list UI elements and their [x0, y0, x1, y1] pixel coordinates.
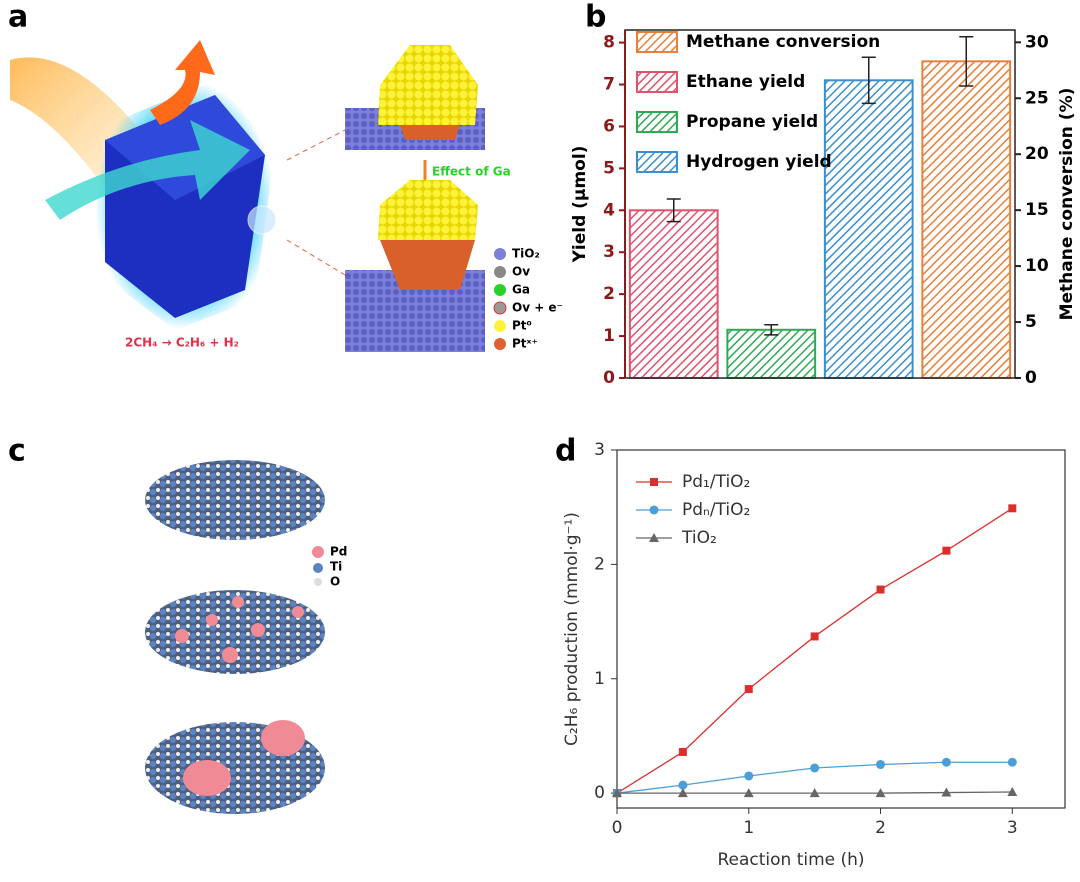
- y-tick-label: 1: [594, 669, 605, 689]
- data-point: [677, 788, 688, 798]
- data-point: [810, 632, 819, 641]
- illustration-a: [10, 40, 507, 352]
- y2-tick-label: 0: [1025, 368, 1037, 388]
- data-point: [1007, 757, 1017, 767]
- legend-label: Ga: [512, 283, 530, 297]
- legend-marker: [650, 478, 658, 486]
- data-point: [810, 763, 820, 773]
- y-tick-label: 2: [603, 284, 615, 304]
- arrow-label: Effect of Ga: [432, 165, 511, 179]
- data-point: [1007, 786, 1018, 796]
- data-point: [744, 685, 753, 694]
- panel-label: d: [555, 434, 576, 469]
- error-bar: [666, 198, 681, 223]
- x-axis-title: Reaction time (h): [717, 850, 864, 870]
- legend-label: TiO₂: [512, 247, 540, 261]
- error-bar: [959, 35, 974, 87]
- y-axis-title: Yield (μmol): [570, 146, 590, 264]
- x-tick-label: 0: [612, 818, 623, 838]
- data-point: [941, 757, 951, 767]
- plot-frame: [616, 449, 1066, 809]
- legend-label: Pd₁/TiO₂: [682, 472, 750, 492]
- bar: [921, 60, 1012, 380]
- y2-axis-title: Methane conversion (%): [1057, 88, 1077, 321]
- x-tick-label: 3: [1007, 818, 1018, 838]
- x-tick-label: 1: [743, 818, 754, 838]
- data-point: [876, 760, 886, 770]
- legend-label: Ti: [330, 560, 342, 574]
- legend-marker: [649, 505, 659, 515]
- y-tick-label: 0: [603, 368, 615, 388]
- error-bar: [764, 324, 779, 336]
- data-point: [809, 788, 820, 798]
- data-point: [942, 546, 951, 555]
- legend-label: Hydrogen yield: [686, 152, 832, 172]
- legend-swatch: [636, 71, 678, 93]
- y-tick-label: 0: [594, 783, 605, 803]
- legend-label: Methane conversion: [686, 32, 880, 52]
- illustration-c: [145, 460, 325, 814]
- data-point: [678, 747, 687, 756]
- panel-label: b: [585, 0, 606, 35]
- data-point: [678, 780, 688, 790]
- y-tick-label: 6: [603, 116, 615, 136]
- legend-marker: [649, 533, 659, 542]
- y2-tick-label: 10: [1025, 256, 1049, 276]
- b-group: Methane conversion Ethane yield Propane yi…: [570, 29, 1077, 388]
- error-bar: [861, 56, 876, 105]
- d-group: 0 1 2 3 0 1 2 3 Reaction time (h) C₂H₆ production…: [562, 440, 1066, 870]
- y-tick-label: 7: [603, 75, 615, 95]
- y-axis-title: C₂H₆ production (mmol·g⁻¹): [562, 512, 582, 746]
- y2-tick-label: 5: [1025, 312, 1037, 332]
- x-tick-label: 2: [875, 818, 886, 838]
- y-tick-label: 5: [603, 158, 615, 178]
- legend-label: Pdₙ/TiO₂: [682, 500, 750, 520]
- y2-tick-label: 15: [1025, 200, 1049, 220]
- legend-label: Pt⁰: [512, 319, 532, 333]
- legend-swatch: [636, 31, 678, 53]
- legend-label: O: [330, 575, 340, 589]
- data-point: [875, 788, 886, 798]
- data-point: [744, 771, 754, 781]
- bar: [726, 328, 817, 380]
- series-line: [616, 507, 1013, 794]
- legend-label: Ethane yield: [686, 72, 805, 92]
- bar: [823, 79, 914, 379]
- panel-label: c: [8, 434, 26, 469]
- legend-label: Ov: [512, 265, 530, 279]
- legend-label: Propane yield: [686, 112, 818, 132]
- data-point: [941, 787, 952, 797]
- legend-label: Pd: [330, 545, 347, 559]
- data-point: [1008, 504, 1017, 513]
- y2-tick-label: 30: [1025, 32, 1049, 52]
- legend-label: Ptˣ⁺: [512, 337, 538, 351]
- y2-tick-label: 25: [1025, 88, 1049, 108]
- bar: [628, 209, 719, 379]
- legend-label: TiO₂: [681, 528, 717, 548]
- legend-swatch: [636, 151, 678, 173]
- legend-swatch: [636, 111, 678, 133]
- data-point: [743, 788, 754, 798]
- panel-label: a: [8, 0, 28, 35]
- ill-group: Effect of Ga 2CH₄ → C₂H₆ + H₂ TiO₂ Ov Ga Ov +…: [125, 165, 563, 589]
- y-tick-label: 8: [603, 33, 615, 53]
- y-tick-label: 3: [594, 440, 605, 460]
- legend-label: Ov + e⁻: [512, 301, 563, 315]
- y-tick-label: 4: [603, 200, 615, 220]
- y2-tick-label: 20: [1025, 144, 1049, 164]
- y-tick-label: 1: [603, 326, 615, 346]
- y-tick-label: 2: [594, 554, 605, 574]
- reaction-label: 2CH₄ → C₂H₆ + H₂: [125, 336, 239, 350]
- data-point: [612, 788, 622, 798]
- data-point: [876, 585, 885, 594]
- y-tick-label: 3: [603, 242, 615, 262]
